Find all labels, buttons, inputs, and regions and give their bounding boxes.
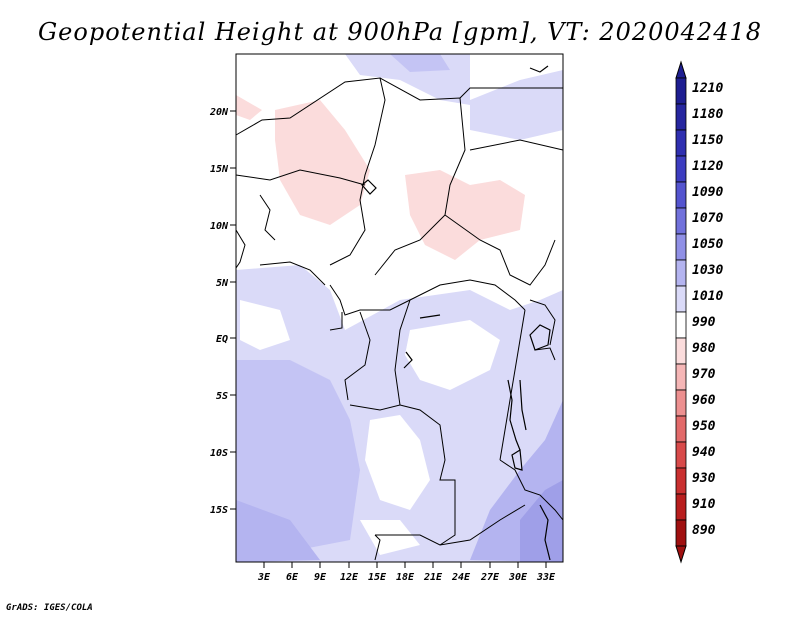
colorbar-swatch [675,467,687,495]
map-panel [235,53,564,563]
lat-label: 10S [210,448,228,459]
colorbar-label: 910 [692,497,716,512]
colorbar-swatch [675,493,687,521]
colorbar-swatch [675,285,687,313]
colorbar-label: 1180 [692,107,723,122]
colorbar-label: 1030 [692,263,723,278]
colorbar-swatch [675,415,687,443]
lon-label: 33E [536,572,556,583]
colorbar-label: 1050 [692,237,723,252]
colorbar-label: 1120 [692,159,723,174]
colorbar-label: 890 [692,523,716,538]
lat-label: EQ [216,334,228,345]
lon-axis: 3E 6E 9E 12E 15E 18E 21E 24E 27E 30E 33E [257,562,556,583]
colorbar-label: 1210 [692,81,723,96]
colorbar-swatch [675,129,687,157]
colorbar-label: 1150 [692,133,723,148]
colorbar-swatch [675,181,687,209]
lat-label: 5S [216,391,228,402]
colorbar-label: 1010 [692,289,723,304]
colorbar-label: 970 [692,367,716,382]
lat-label: 5N [216,278,229,289]
lon-label: 30E [508,572,528,583]
lon-label: 21E [423,572,443,583]
colorbar-swatch [675,389,687,417]
colorbar-label: 1090 [692,185,723,200]
colorbar-swatch [675,233,687,261]
colorbar-swatch [675,311,687,339]
map-frame [235,53,564,563]
colorbar-label: 950 [692,419,716,434]
colorbar-swatch [675,77,687,105]
colorbar-swatch [675,259,687,287]
colorbar-label: 930 [692,471,716,486]
lat-label: 15N [210,164,229,175]
lat-label: 20N [209,107,229,118]
lon-label: 27E [480,572,500,583]
colorbar-swatch [675,519,687,547]
height-shading [236,54,563,562]
colorbar-top-arrow [675,60,687,79]
lon-label: 15E [368,572,387,583]
grads-credit: GrADS: IGES/COLA [6,603,93,613]
colorbar-label: 1070 [692,211,723,226]
country-borders [235,77,564,561]
colorbar: 1210 1180 1150 1120 1090 1070 1050 1030 1010 990 9… [675,60,723,564]
chart-title: Geopotential Height at 900hPa [gpm], VT:… [38,18,762,46]
lon-label: 6E [286,572,299,583]
colorbar-swatch [675,441,687,469]
lon-label: 9E [314,572,327,583]
colorbar-swatch [675,207,687,235]
colorbar-bottom-arrow [675,545,687,564]
lat-label: 15S [210,505,228,516]
colorbar-swatch [675,103,687,131]
lon-label: 24E [451,572,471,583]
colorbar-swatch [675,155,687,183]
lat-axis: 20N 15N 10N 5N EQ 5S 10S 15S [209,107,236,516]
colorbar-swatch [675,363,687,391]
colorbar-label: 990 [692,315,716,330]
lakes [361,65,551,561]
colorbar-swatch [675,337,687,365]
lat-label: 10N [210,221,229,232]
colorbar-label: 960 [692,393,716,408]
lon-label: 18E [396,572,415,583]
lon-label: 3E [257,572,271,583]
colorbar-label: 980 [692,341,716,356]
colorbar-label: 940 [692,445,716,460]
lon-label: 12E [340,572,359,583]
